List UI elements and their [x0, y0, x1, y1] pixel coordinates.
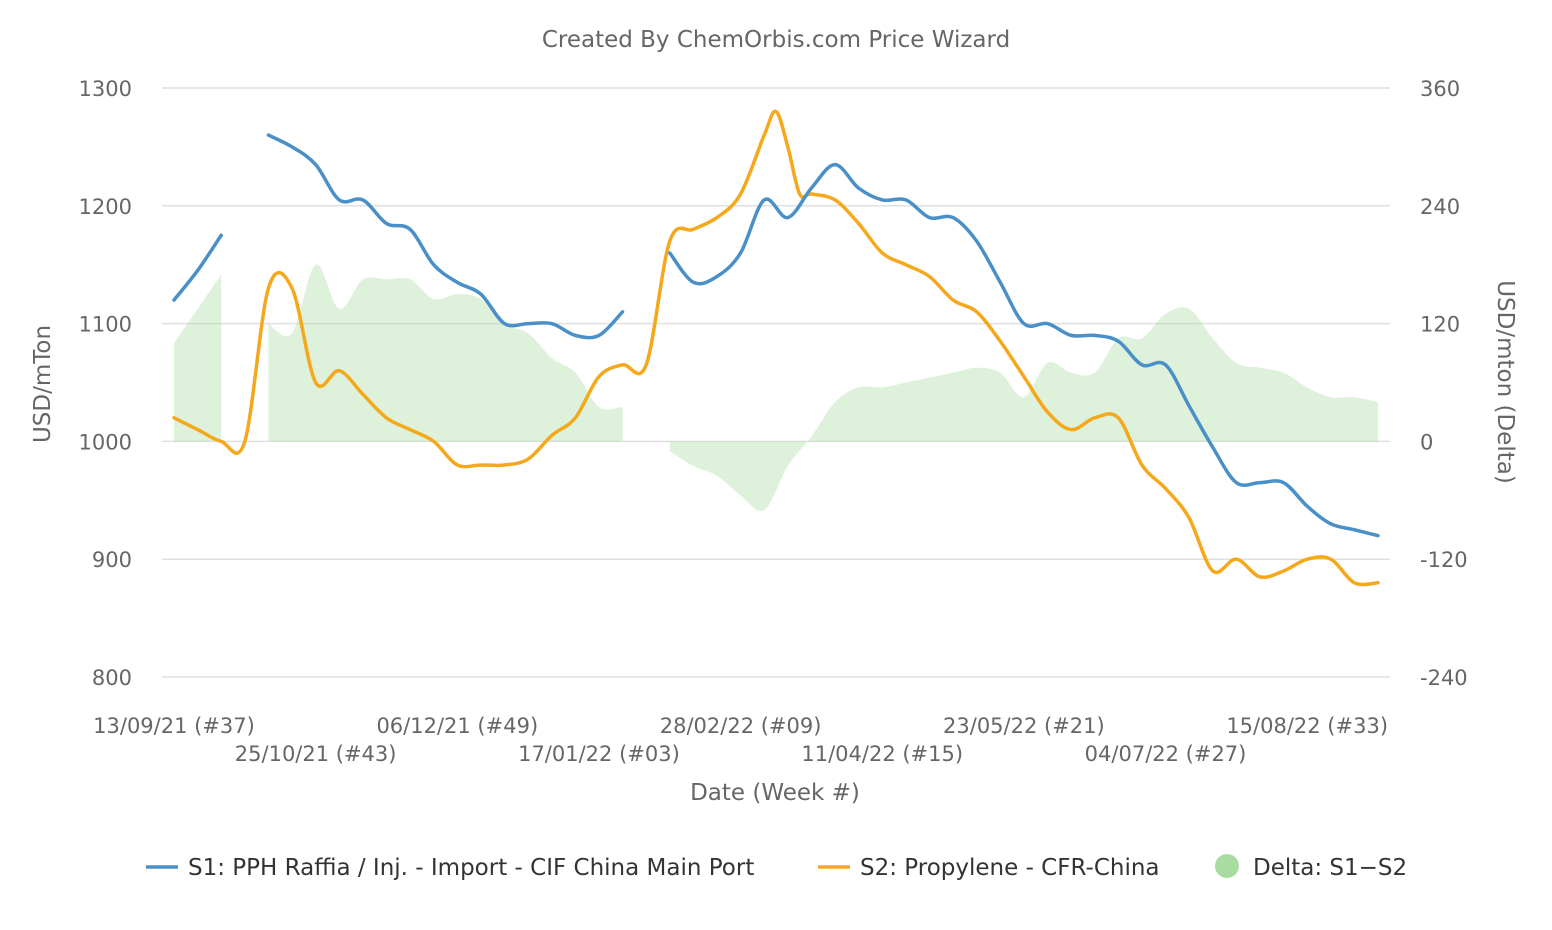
y-axis-label: USD/mTon [30, 325, 56, 443]
s1-line [668, 162, 1380, 538]
legend-s2-label: S2: Propylene - CFR-China [860, 855, 1160, 881]
y-axis-ticks: 800 900 1000 1100 1200 1300 [79, 77, 132, 690]
y2-axis-label: USD/mton (Delta) [1492, 280, 1518, 484]
x-tick-label: 13/09/21 (#37) [93, 714, 255, 738]
y2-tick-label: -120 [1420, 548, 1468, 572]
legend-item-delta[interactable]: Delta: S1−S2 [1215, 854, 1407, 881]
x-tick-label: 15/08/22 (#33) [1226, 714, 1388, 738]
y-tick-label: 1300 [79, 77, 132, 101]
s2-line [172, 109, 1380, 587]
y2-tick-label: 360 [1420, 77, 1460, 101]
x-axis-label: Date (Week #) [690, 780, 860, 806]
x-tick-label: 04/07/22 (#27) [1085, 742, 1247, 766]
y2-tick-label: 0 [1420, 430, 1433, 454]
line-series [172, 109, 1380, 587]
delta-area-series [174, 264, 1378, 512]
x-tick-label: 28/02/22 (#09) [660, 714, 822, 738]
x-axis-ticks: 13/09/21 (#37) 25/10/21 (#43) 06/12/21 (#4… [93, 714, 1388, 766]
y-tick-label: 1100 [79, 313, 132, 337]
legend-item-s2[interactable]: S2: Propylene - CFR-China [818, 855, 1160, 881]
y-tick-label: 1000 [79, 430, 132, 454]
y2-axis-ticks: -240 -120 0 120 240 360 [1420, 77, 1468, 690]
y-tick-label: 1200 [79, 195, 132, 219]
legend-delta-label: Delta: S1−S2 [1253, 855, 1407, 881]
y2-tick-label: 120 [1420, 313, 1460, 337]
legend-item-s1[interactable]: S1: PPH Raffia / Inj. - Import - CIF Chi… [146, 855, 754, 881]
x-tick-label: 11/04/22 (#15) [801, 742, 963, 766]
chart-title: Created By ChemOrbis.com Price Wizard [542, 27, 1010, 53]
y2-tick-label: -240 [1420, 666, 1468, 690]
s1-line [266, 133, 625, 340]
y-tick-label: 900 [92, 548, 132, 572]
delta-area [174, 274, 222, 442]
legend-delta-swatch [1215, 854, 1239, 878]
s1-line [172, 233, 223, 302]
y2-tick-label: 240 [1420, 195, 1460, 219]
x-tick-label: 06/12/21 (#49) [376, 714, 538, 738]
x-tick-label: 17/01/22 (#03) [518, 742, 680, 766]
x-tick-label: 23/05/22 (#21) [943, 714, 1105, 738]
x-tick-label: 25/10/21 (#43) [235, 742, 397, 766]
legend-s1-label: S1: PPH Raffia / Inj. - Import - CIF Chi… [188, 855, 754, 881]
delta-area [669, 307, 1378, 512]
delta-area [268, 264, 623, 442]
legend: S1: PPH Raffia / Inj. - Import - CIF Chi… [146, 854, 1407, 881]
y-tick-label: 800 [92, 666, 132, 690]
